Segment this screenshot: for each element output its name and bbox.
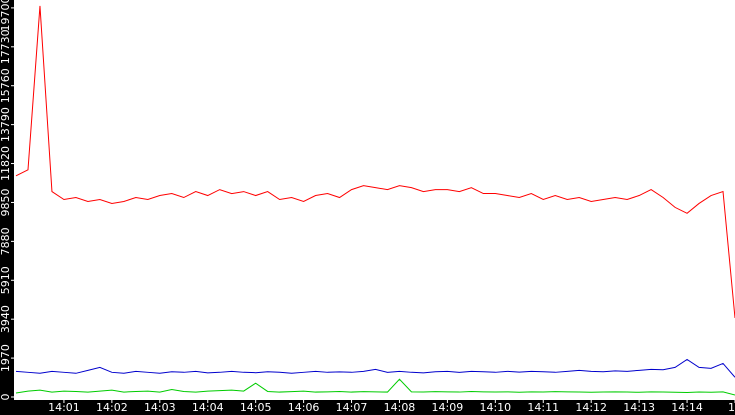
series-line [15, 358, 735, 378]
y-tick-label: 1970 [0, 344, 12, 372]
series-line [15, 378, 735, 396]
x-tick-label: 14:08 [384, 401, 416, 414]
x-tick-label: 14:09 [432, 401, 464, 414]
x-tick-label: 14 [728, 401, 735, 414]
x-tick-label: 14:13 [623, 401, 655, 414]
y-tick-label: 19700 [0, 0, 12, 32]
x-tick-label: 14:02 [96, 401, 128, 414]
y-tick-label: 5910 [0, 266, 12, 294]
x-tick-label: 14:06 [288, 401, 320, 414]
x-tick-label: 14:04 [192, 401, 224, 414]
x-tick-label: 14:10 [479, 401, 511, 414]
y-tick-label: 17730 [0, 29, 12, 64]
y-tick-label: 3940 [0, 305, 12, 333]
x-tick-label: 14:14 [671, 401, 703, 414]
y-tick-label: 11820 [0, 146, 12, 181]
y-tick-label: 7880 [0, 227, 12, 255]
y-tick-label: 15760 [0, 68, 12, 103]
x-tick-label: 14:05 [240, 401, 272, 414]
y-tick-label: 13790 [0, 107, 12, 142]
x-tick-label: 14:03 [144, 401, 176, 414]
y-axis-band [0, 0, 14, 415]
x-tick-label: 14:07 [336, 401, 368, 414]
y-tick-label: 9850 [0, 188, 12, 216]
x-axis-band [0, 400, 735, 415]
series-line [15, 5, 735, 319]
x-tick-label: 14:12 [575, 401, 607, 414]
y-tick-label: 0 [0, 394, 12, 401]
x-tick-label: 14:11 [527, 401, 559, 414]
x-tick-label: 14:01 [48, 401, 80, 414]
